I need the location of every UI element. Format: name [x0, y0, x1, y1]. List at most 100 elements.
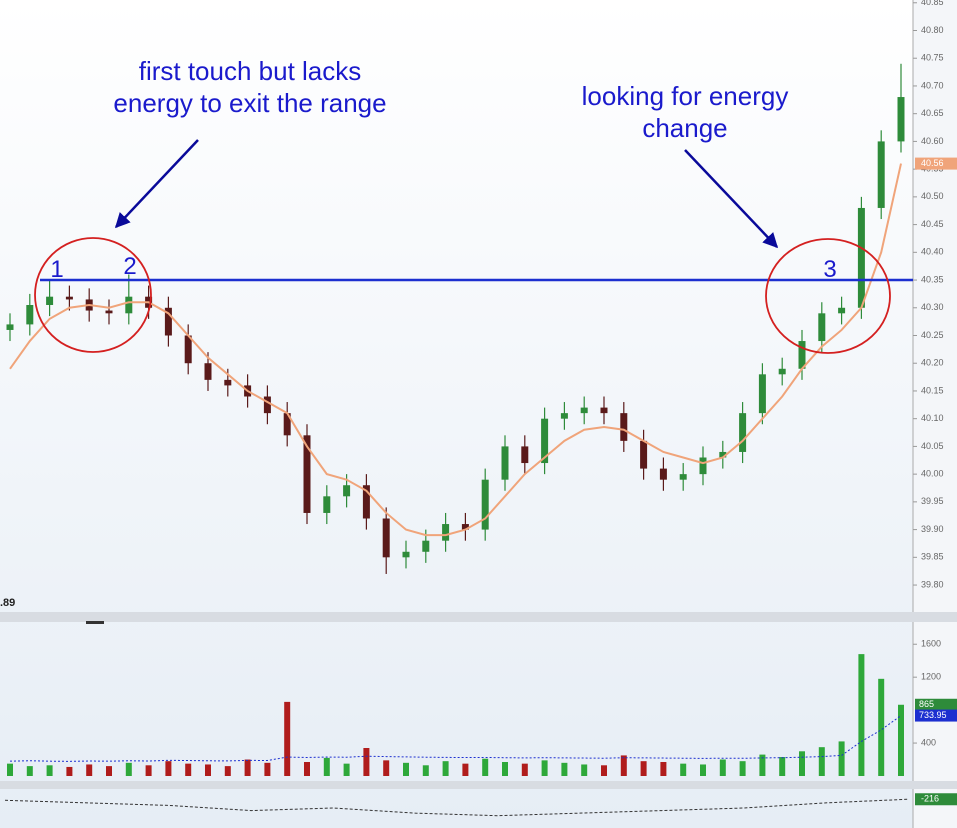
volume-bar	[106, 766, 112, 776]
candle-body	[125, 296, 133, 314]
y-tick-label: 40.00	[921, 469, 944, 479]
candle-body	[323, 496, 331, 513]
y-tick-label: 40.85	[921, 0, 944, 7]
y-tick-label: 40.65	[921, 108, 944, 118]
candle-body	[422, 540, 430, 552]
candle-body	[461, 524, 469, 530]
volume-bar	[383, 760, 390, 776]
candle-body	[184, 335, 192, 364]
arrow	[684, 149, 779, 249]
y-tick-label: 39.80	[921, 579, 944, 589]
volume-bar	[581, 764, 588, 776]
candle-body	[65, 296, 73, 300]
candle-body	[739, 413, 747, 452]
circle-highlight	[34, 237, 152, 353]
volume-bar	[26, 766, 33, 776]
panel-handle	[86, 621, 104, 624]
volume-bar	[224, 766, 231, 776]
volume-bar	[185, 763, 192, 776]
volume-bar	[660, 762, 667, 776]
candle-body	[877, 141, 885, 208]
volume-bar	[898, 704, 904, 776]
volume-bar	[462, 763, 469, 776]
y-tick-label: 40.80	[921, 25, 944, 35]
annotation: looking for energy change	[581, 81, 789, 143]
volume-bar	[343, 763, 350, 776]
value-badge	[915, 793, 957, 806]
candle-body	[521, 446, 529, 464]
y-tick-label: 400	[921, 737, 936, 747]
volume-bar	[7, 763, 13, 776]
touch-label: 3	[823, 256, 837, 283]
candle-body	[699, 457, 707, 475]
candle-body	[382, 518, 390, 558]
volume-average	[9, 715, 902, 762]
volume-bar	[284, 701, 291, 776]
volume-bar	[66, 766, 73, 776]
volume-bar	[858, 654, 865, 776]
candle-body	[857, 207, 865, 308]
y-tick-label: 40.30	[921, 302, 944, 312]
candle-body	[343, 485, 351, 497]
touch-label: 1	[50, 256, 64, 283]
candle-body	[640, 440, 648, 469]
volume-bar	[878, 678, 885, 776]
candle-body	[263, 396, 271, 414]
y-tick-label: 40.35	[921, 274, 944, 284]
y-tick-label: 40.20	[921, 358, 944, 368]
y-tick-label: 40.60	[921, 136, 944, 146]
volume-bar	[86, 764, 93, 776]
candle-body	[442, 524, 450, 541]
candle-body	[897, 97, 905, 142]
volume-bar	[680, 763, 687, 776]
candle-body	[580, 407, 588, 414]
volume-bar	[620, 755, 627, 776]
y-tick-label: 40.40	[921, 247, 944, 257]
candle-body	[362, 485, 370, 519]
candle-body	[6, 324, 14, 330]
volume-bar	[799, 751, 805, 776]
value-badge	[915, 157, 957, 170]
indicator-line	[4, 798, 909, 817]
volume-bar	[818, 747, 825, 776]
candle-body	[541, 418, 549, 464]
panel-separator	[0, 781, 957, 789]
volume-bar	[779, 757, 786, 776]
axis-strip	[913, 0, 957, 828]
volume-bar	[759, 754, 766, 776]
candle-body	[204, 363, 212, 380]
volume-bar	[363, 748, 370, 776]
volume-bar	[442, 761, 449, 776]
volume-bar	[838, 741, 845, 776]
candle-body	[600, 407, 608, 414]
volume-bar	[323, 757, 330, 776]
panel-separator	[0, 612, 957, 622]
candle-body	[105, 310, 113, 314]
value-badge	[915, 709, 957, 722]
y-tick-label: 39.90	[921, 524, 944, 534]
touch-label: 2	[123, 253, 137, 280]
candle-body	[679, 474, 687, 480]
value-badge-label: 733.95	[919, 710, 947, 720]
volume-bar	[700, 764, 706, 776]
candle-body	[659, 468, 667, 480]
y-tick-label: 40.45	[921, 219, 944, 229]
candle-body	[560, 413, 568, 419]
volume-bar	[205, 764, 211, 776]
volume-bar	[244, 759, 251, 776]
circle-highlight	[765, 238, 891, 354]
candle-body	[26, 305, 34, 325]
y-tick-label: 40.70	[921, 80, 944, 90]
candle-body	[758, 374, 766, 414]
candle-body	[719, 451, 727, 458]
y-tick-label: 40.05	[921, 441, 944, 451]
volume-bar	[561, 762, 568, 776]
arrow	[114, 139, 199, 229]
y-tick-label: 40.75	[921, 53, 944, 63]
y-tick-label: 40.25	[921, 330, 944, 340]
candle-body	[402, 551, 410, 558]
volume-bar	[165, 761, 172, 776]
value-badge	[915, 698, 957, 711]
candle-body	[818, 313, 826, 342]
